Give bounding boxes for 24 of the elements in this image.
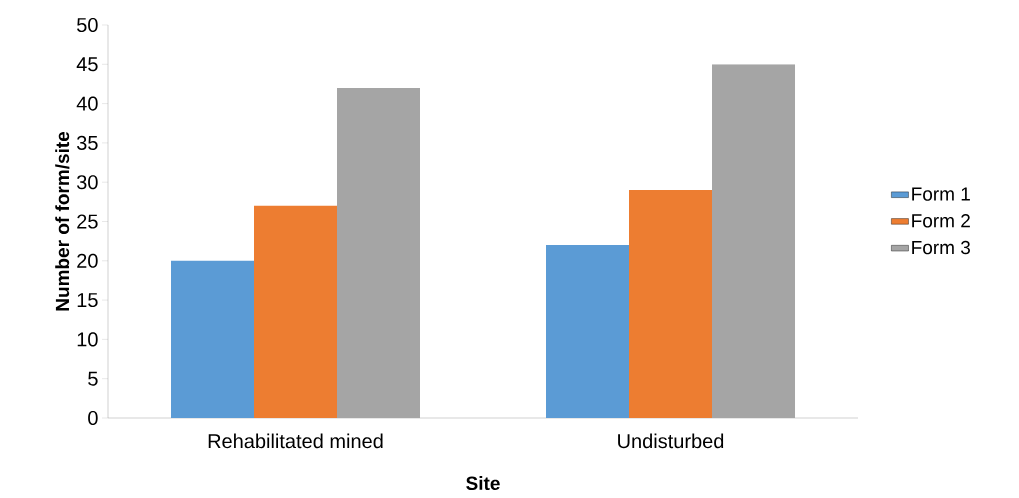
bar <box>546 245 630 418</box>
bar <box>629 190 713 418</box>
legend-label: Form 2 <box>912 214 970 228</box>
y-axis-title: Number of form/site <box>55 131 70 311</box>
y-tick-label: 45 <box>76 57 98 72</box>
y-tick-label: 35 <box>76 135 98 150</box>
y-tick-label: 20 <box>77 253 98 268</box>
y-tick-label: 25 <box>77 214 98 229</box>
legend-label: Form 1 <box>912 187 970 201</box>
y-tick-label: 30 <box>76 175 98 190</box>
bar <box>712 64 796 418</box>
x-axis-title: Site <box>466 476 500 491</box>
bar <box>254 205 338 418</box>
y-tick-label: 15 <box>77 293 98 308</box>
bar <box>171 260 255 418</box>
x-tick-label: Undisturbed <box>618 433 724 449</box>
y-tick-label: 5 <box>88 371 98 386</box>
y-tick-label: 40 <box>76 96 98 111</box>
y-tick-label: 10 <box>77 332 98 347</box>
legend-label: Form 3 <box>912 240 970 255</box>
y-tick-label: 50 <box>77 17 98 33</box>
y-tick-label: 0 <box>88 410 98 426</box>
bar <box>337 87 420 418</box>
x-tick-label: Rehabilitated mined <box>208 433 383 449</box>
